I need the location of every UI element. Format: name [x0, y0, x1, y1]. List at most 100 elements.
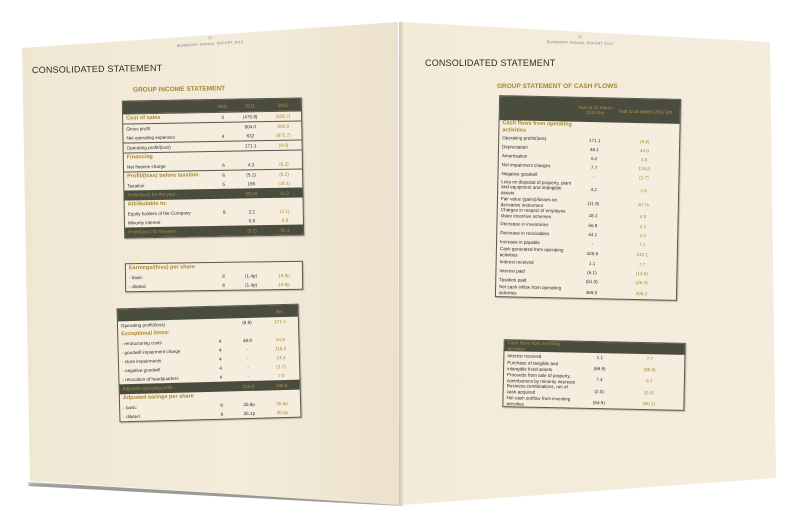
cell-value	[209, 396, 234, 397]
cell-value: 126.8	[638, 165, 650, 172]
cell-value: 1.1	[596, 355, 604, 361]
cell-value: 4	[219, 365, 222, 371]
row-label: Minority interest	[127, 219, 161, 226]
cell-value: 8	[220, 411, 224, 417]
cell-value: 18.8p	[278, 281, 290, 288]
cell-value: 48.8	[242, 337, 252, 344]
cell-value: 30.2p	[276, 409, 289, 416]
column-header: Note	[217, 103, 228, 109]
cell-value: (90.1)	[642, 401, 655, 407]
cell-value	[234, 395, 264, 396]
row-label: Depreciation	[501, 144, 528, 151]
cell-value: (5.2)	[247, 227, 257, 233]
cell-value: 4.5	[639, 213, 647, 219]
cell-value: 4	[218, 338, 222, 344]
cell-value: -	[247, 373, 250, 379]
cell-value: 4.3	[247, 162, 255, 168]
cell-value	[209, 386, 234, 387]
cell-value: (6.2)	[279, 161, 289, 167]
cell-value: 10.7s	[637, 202, 650, 208]
row-label: Equity holders of the Company	[127, 210, 191, 217]
row-label: Decrease in inventories	[500, 220, 549, 227]
row-label: Operating profit/(loss)	[126, 144, 171, 151]
cell-value: 3	[221, 114, 224, 120]
cell-value: 44.1	[588, 231, 598, 238]
investing-activities-table: Cash flows from investing activities Inte…	[502, 339, 686, 412]
column-header	[232, 312, 262, 313]
cell-value: -	[247, 355, 249, 361]
cell-value: (26.3)	[635, 280, 648, 286]
table-row: - diluted 8 (1.4p) 18.8p	[126, 280, 302, 291]
cell-value: (675.7)	[276, 132, 291, 138]
cell-value: 1.1	[588, 261, 596, 267]
cell-value: 44.8	[639, 147, 650, 154]
cell-value: 30.6p	[276, 400, 288, 407]
cell-value: (1.7)	[276, 363, 286, 370]
income-statement-table: Note 2011 2012 Cost of sales 3 (475.9) (535.7)…	[121, 97, 305, 239]
cell-value: -	[246, 346, 249, 353]
cell-value: -	[247, 364, 249, 370]
row-label: Profit/(loss) for the year	[128, 228, 176, 235]
column-header: Year to 31 March 2010 £m	[577, 104, 613, 116]
cell-value: 4	[219, 356, 222, 362]
cell-value	[266, 266, 302, 267]
cell-value: 166	[247, 181, 256, 187]
cell-value: (89.9)	[643, 366, 656, 372]
cell-value: (5.1)	[246, 172, 256, 178]
cell-value	[207, 323, 232, 324]
cell-value: (9.9)	[242, 319, 252, 326]
cell-value: 0.9	[281, 217, 289, 223]
cell-value: 2.1	[639, 223, 647, 230]
row-label: Decrease in receivables	[500, 229, 550, 236]
row-label: Net finance charge	[126, 163, 166, 170]
cell-value	[578, 347, 623, 348]
row-label: Taxation paid	[499, 277, 527, 283]
cell-value	[266, 155, 302, 156]
cell-value: 665.8	[277, 123, 290, 129]
page-spine	[399, 22, 403, 506]
row-label: Amortisation	[501, 153, 528, 160]
cell-value: 171.1	[588, 137, 601, 143]
cell-value: 209.3	[635, 290, 648, 296]
column-header	[207, 312, 232, 313]
cell-value: 804.0	[244, 124, 257, 130]
page-title: CONSOLIDATED STATEMENT	[425, 58, 556, 68]
row-label: Negative goodwill	[501, 171, 538, 178]
row-label: Net impairment charges	[501, 162, 551, 169]
row-label: Taxation	[127, 182, 145, 189]
cell-value: 8	[220, 402, 223, 408]
cell-value: 171.1	[274, 318, 286, 325]
cell-value: 2.2	[248, 209, 256, 215]
row-label: Cost of sales	[126, 114, 161, 122]
total-row: Profit/(loss) for the year (5.2) 85.1	[125, 224, 304, 238]
cell-value: 11.0	[280, 190, 289, 196]
cell-value	[232, 331, 262, 332]
cell-value	[264, 394, 300, 395]
cell-value: 2.3	[639, 232, 646, 239]
cell-value: 56.9	[588, 222, 598, 229]
column-header: £m	[276, 308, 283, 314]
cell-value	[267, 202, 303, 203]
cell-value: (69.9)	[593, 365, 606, 371]
column-header: 2011	[244, 102, 255, 108]
cell-value: (9.9)	[639, 138, 650, 145]
cell-value: 4	[218, 347, 222, 353]
cell-value: 35.1p	[243, 410, 256, 417]
cell-value: 4	[219, 374, 223, 380]
cell-value: 369.3	[585, 289, 598, 295]
cell-value: 46.1	[589, 146, 600, 152]
cell-value: (1.7)	[639, 174, 649, 181]
row-label: Increase in payable	[500, 238, 540, 245]
cell-value: 4	[221, 133, 225, 139]
cell-value: 242.1	[636, 252, 649, 258]
row-label: Attributable to:	[127, 200, 168, 208]
table-row: Net cash inflow from operating activitie…	[496, 284, 676, 299]
adjusted-profit-table: £m Operating profit/(loss) (9.9) 171.1 Excep…	[116, 303, 302, 423]
row-label: - basic	[128, 274, 143, 280]
row-label: Adjusted operating profit	[122, 385, 173, 392]
cell-value: 116.2	[275, 345, 287, 352]
cell-value: 219.9	[242, 383, 255, 389]
cell-value: 7.9	[278, 373, 285, 379]
cell-value: (16.1)	[278, 180, 291, 186]
row-label: - diluted	[129, 283, 146, 289]
